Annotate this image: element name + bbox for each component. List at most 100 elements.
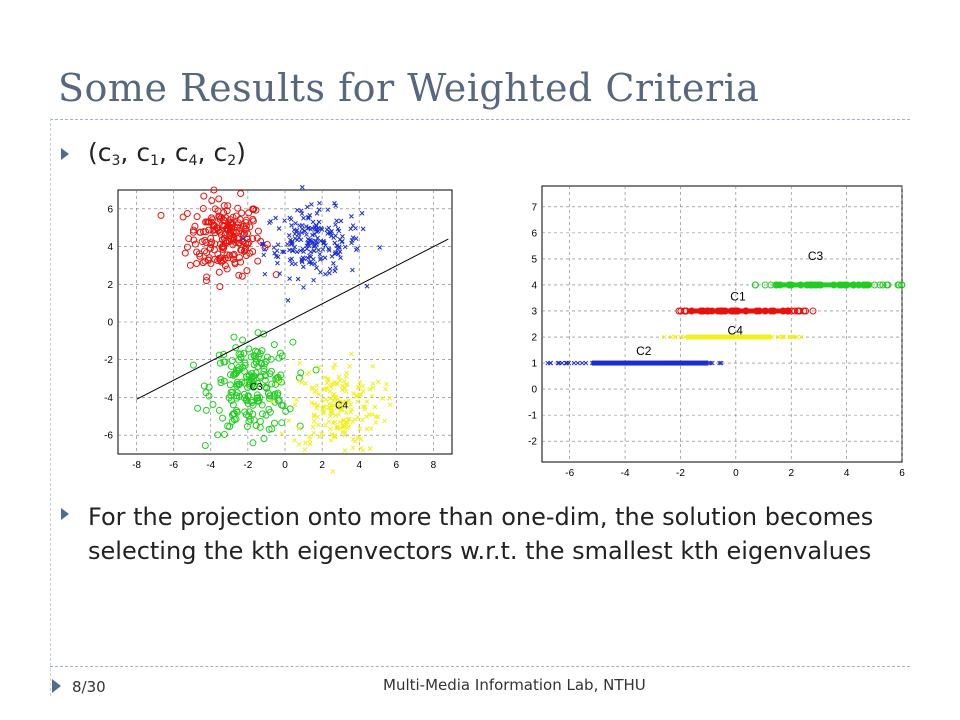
data-point xyxy=(563,360,569,366)
data-point xyxy=(361,404,366,409)
data-point xyxy=(224,202,232,210)
cluster-label: C4 xyxy=(335,401,348,412)
data-point xyxy=(201,442,209,450)
data-point xyxy=(250,416,258,424)
data-point xyxy=(268,380,276,388)
data-point xyxy=(289,338,297,346)
data-point xyxy=(258,347,266,355)
data-point xyxy=(334,425,339,431)
data-point xyxy=(350,267,355,273)
data-point xyxy=(294,227,300,233)
data-point xyxy=(779,334,785,340)
y-tick-label: 0 xyxy=(107,318,113,329)
data-point xyxy=(330,420,336,426)
x-tick-label: 6 xyxy=(899,468,905,479)
data-point xyxy=(326,419,332,424)
bullet-arrow-icon xyxy=(61,148,69,160)
data-point xyxy=(326,225,332,231)
data-point xyxy=(575,360,581,366)
data-point xyxy=(247,353,255,361)
data-point xyxy=(761,307,769,315)
data-point xyxy=(200,228,208,236)
data-point xyxy=(776,281,784,289)
data-point xyxy=(367,446,373,451)
data-point xyxy=(244,400,252,408)
data-point xyxy=(368,426,374,431)
data-point xyxy=(267,355,275,363)
y-tick-label: -4 xyxy=(104,393,113,404)
data-point xyxy=(250,383,258,391)
cluster-order-sep-1: , c xyxy=(120,138,151,167)
data-point xyxy=(314,210,320,216)
data-point xyxy=(240,236,246,242)
data-point xyxy=(340,383,345,389)
data-point xyxy=(316,219,322,225)
data-point xyxy=(323,422,328,428)
data-point xyxy=(240,247,248,255)
data-point xyxy=(332,433,338,439)
data-point xyxy=(242,244,250,252)
data-point xyxy=(347,363,352,369)
data-point xyxy=(224,226,232,234)
data-point xyxy=(307,437,313,443)
data-point xyxy=(295,276,301,282)
data-point xyxy=(253,234,261,242)
x-tick-label: -2 xyxy=(676,468,685,479)
data-point xyxy=(196,228,204,236)
data-point xyxy=(268,218,274,224)
data-point xyxy=(230,250,238,258)
data-point xyxy=(364,283,370,289)
data-point xyxy=(355,246,360,251)
data-point xyxy=(322,255,328,261)
data-point xyxy=(220,244,228,252)
data-point xyxy=(380,396,385,401)
series-c2 xyxy=(545,360,724,366)
data-point xyxy=(280,249,285,255)
data-point xyxy=(221,230,229,238)
data-point xyxy=(234,204,242,212)
data-point xyxy=(242,225,250,233)
data-point xyxy=(751,281,759,289)
data-point xyxy=(297,369,305,377)
data-point xyxy=(327,388,333,394)
data-point xyxy=(306,243,312,249)
data-point xyxy=(763,334,768,340)
data-point xyxy=(287,257,293,263)
data-point xyxy=(339,387,345,392)
data-point xyxy=(221,222,229,230)
series-c4 xyxy=(269,351,393,474)
data-point xyxy=(383,386,388,392)
data-point xyxy=(331,261,336,266)
data-point xyxy=(233,382,241,390)
data-point xyxy=(332,268,338,274)
data-point xyxy=(233,234,241,242)
data-point xyxy=(269,399,275,404)
data-point xyxy=(704,334,709,340)
cluster-label: C3 xyxy=(808,249,824,263)
data-point xyxy=(343,374,349,379)
data-point xyxy=(308,254,314,260)
data-point xyxy=(312,261,318,267)
data-point xyxy=(220,351,228,359)
data-point xyxy=(336,412,342,417)
data-point xyxy=(697,334,703,340)
data-point xyxy=(677,307,685,315)
data-point xyxy=(245,345,253,353)
x-tick-label: -2 xyxy=(243,460,252,471)
data-point xyxy=(303,381,309,386)
data-point xyxy=(307,213,313,218)
y-tick-label: 3 xyxy=(531,306,537,317)
data-point xyxy=(375,379,381,385)
data-point xyxy=(309,202,314,207)
data-point xyxy=(548,360,553,366)
data-point xyxy=(646,360,652,366)
data-point xyxy=(202,406,210,414)
data-point xyxy=(876,281,884,289)
data-point xyxy=(323,271,328,277)
data-point xyxy=(335,226,341,232)
data-point xyxy=(256,372,264,380)
data-point xyxy=(348,351,354,357)
data-point xyxy=(254,394,262,402)
data-point xyxy=(208,214,216,222)
data-point xyxy=(316,392,322,397)
